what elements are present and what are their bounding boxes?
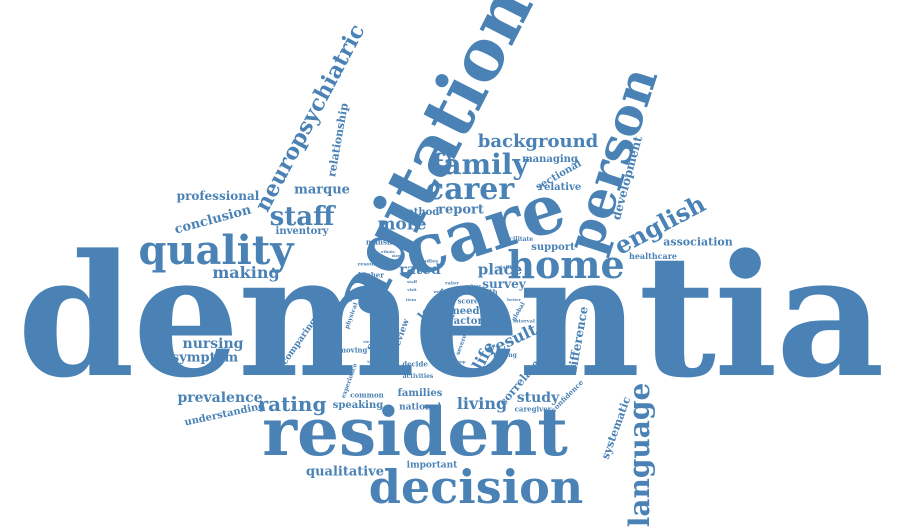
- word-culture: culture: [464, 283, 482, 288]
- word-activities: activities: [402, 373, 434, 380]
- word-relationship: relationship: [325, 102, 351, 178]
- word-carer: carer: [425, 172, 515, 207]
- word-method: method: [396, 207, 440, 218]
- word-factor: factor: [449, 316, 483, 327]
- word-managing: managing: [522, 154, 578, 165]
- word-staff: staff: [269, 202, 335, 232]
- word-healthcare: healthcare: [629, 251, 677, 261]
- word-qualitative: qualitative: [305, 464, 385, 480]
- word-support: support: [531, 242, 575, 253]
- word-need: need: [452, 306, 480, 317]
- word-speaking: speaking: [332, 400, 384, 411]
- word-study: study: [516, 390, 560, 406]
- word-resident: resident: [262, 393, 568, 471]
- word-home: home: [507, 242, 625, 287]
- word-place: place: [477, 260, 523, 279]
- word-score: score: [457, 296, 479, 306]
- word-raising: raising: [493, 352, 517, 359]
- word-item: item: [405, 297, 417, 302]
- word-staff-small: staff: [407, 279, 417, 284]
- word-living: living: [456, 394, 508, 413]
- word-more: more: [377, 214, 427, 235]
- word-view: view: [363, 339, 373, 344]
- word-higher: higher: [358, 270, 384, 280]
- word-family: family: [431, 148, 529, 181]
- word-staffing: staffing: [497, 264, 519, 271]
- word-ethnic: ethnic: [380, 249, 396, 254]
- word-health: health: [472, 287, 498, 297]
- word-rater: rater: [445, 280, 459, 287]
- word-background: background: [477, 131, 599, 152]
- word-inventory: inventory: [275, 226, 329, 237]
- word-rating: rating: [257, 392, 327, 416]
- word-professional: professional: [176, 189, 260, 203]
- word-studies: studies: [417, 258, 439, 265]
- word-group: group: [452, 359, 466, 364]
- word-decision: decision: [368, 460, 584, 514]
- word-year: year: [442, 291, 452, 296]
- word-prevalence: prevalence: [177, 390, 263, 406]
- word-families: families: [397, 388, 443, 399]
- word-decide: decide: [402, 359, 428, 369]
- word-common: common: [350, 390, 384, 400]
- word-better: better: [507, 297, 521, 302]
- word-visit: visit: [407, 287, 417, 292]
- word-important: important: [406, 460, 458, 471]
- word-marque: marque: [294, 182, 350, 198]
- word-quality: quality: [138, 227, 294, 274]
- word-association: association: [663, 235, 733, 249]
- word-interval: interval: [513, 318, 535, 325]
- word-rated: rated: [399, 262, 441, 278]
- word-making: making: [212, 263, 280, 282]
- word-national: national: [399, 402, 441, 413]
- word-well: well: [433, 289, 443, 294]
- word-mansfield: mansfield: [365, 237, 405, 247]
- word-life-small: life: [432, 297, 440, 302]
- word-facilitate: facilitate: [502, 236, 534, 243]
- word-symptom: symptom: [171, 350, 239, 366]
- word-size: size: [391, 253, 401, 258]
- word-relative: relative: [538, 182, 582, 193]
- word-nursing: nursing: [182, 336, 244, 352]
- word-dementia: dementia: [17, 217, 884, 415]
- word-moving: moving: [338, 345, 368, 355]
- word-type: type: [367, 359, 377, 364]
- word-test: test: [480, 297, 490, 302]
- word-survey: survey: [482, 277, 526, 291]
- word-caregiver: caregiver: [514, 404, 552, 414]
- word-resource: resource: [357, 261, 383, 268]
- word-report: report: [438, 202, 484, 218]
